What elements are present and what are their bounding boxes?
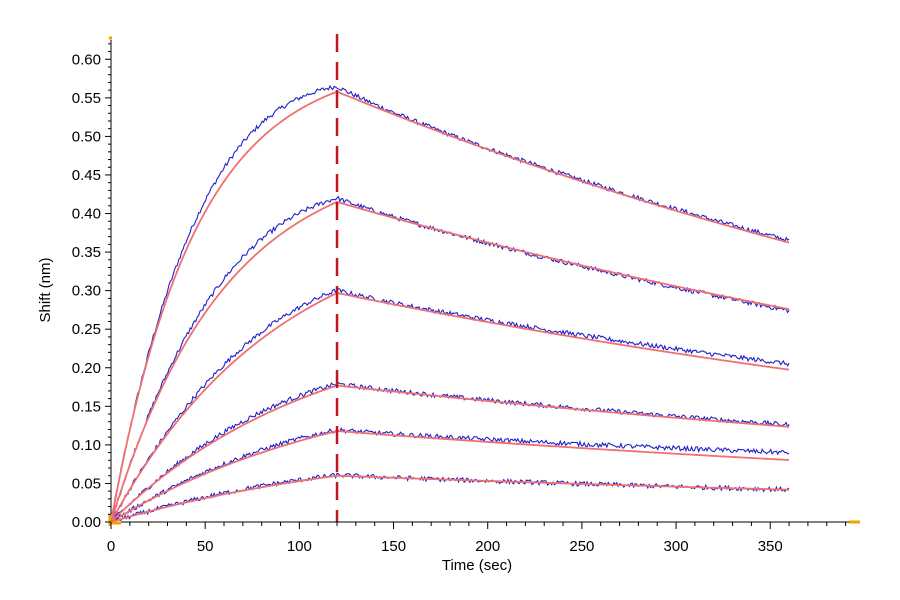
x-tick-label: 150 xyxy=(381,538,406,555)
fit-curve-6 xyxy=(110,474,790,523)
y-tick-label: 0.25 xyxy=(72,321,101,338)
y-tick-label: 0.35 xyxy=(72,244,101,261)
y-tick-label: 0.20 xyxy=(72,360,101,377)
fit-curve-4 xyxy=(110,384,790,523)
y-tick-label: 0.50 xyxy=(72,128,101,145)
y-tick-label: 0.45 xyxy=(72,167,101,184)
y-tick-label: 0.55 xyxy=(72,90,101,107)
fit-curve-3 xyxy=(110,292,790,523)
y-tick-label: 0.10 xyxy=(72,437,101,454)
plot-area xyxy=(110,34,790,523)
x-tick-label: 250 xyxy=(569,538,594,555)
axes: 0.00 0.05 0.10 0.15 0.20 0.25 0.30 0.35 0.40 0.45… xyxy=(72,36,860,555)
fit-curve-5 xyxy=(110,430,790,523)
fit-curve-1 xyxy=(110,90,790,523)
x-tick-label: 100 xyxy=(287,538,312,555)
y-tick-label: 0.60 xyxy=(72,51,101,68)
x-tick-label: 0 xyxy=(107,538,115,555)
y-tick-label: 0.15 xyxy=(72,398,101,415)
x-tick-label: 300 xyxy=(664,538,689,555)
x-axis-title: Time (sec) xyxy=(442,557,512,574)
x-tick-label: 50 xyxy=(197,538,214,555)
fit-curve-2 xyxy=(110,200,790,523)
measured-curve-4 xyxy=(110,381,790,522)
y-tick-label: 0.05 xyxy=(72,475,101,492)
x-tick-label: 200 xyxy=(475,538,500,555)
x-tick-label: 350 xyxy=(758,538,783,555)
measured-curve-3 xyxy=(110,288,790,522)
y-tick-label: 0.00 xyxy=(72,514,101,531)
y-tick-label: 0.40 xyxy=(72,206,101,223)
y-tick-label: 0.30 xyxy=(72,283,101,300)
measured-curve-2 xyxy=(110,195,790,521)
measured-curve-5 xyxy=(110,427,790,523)
y-axis-title: Shift (nm) xyxy=(37,257,54,322)
